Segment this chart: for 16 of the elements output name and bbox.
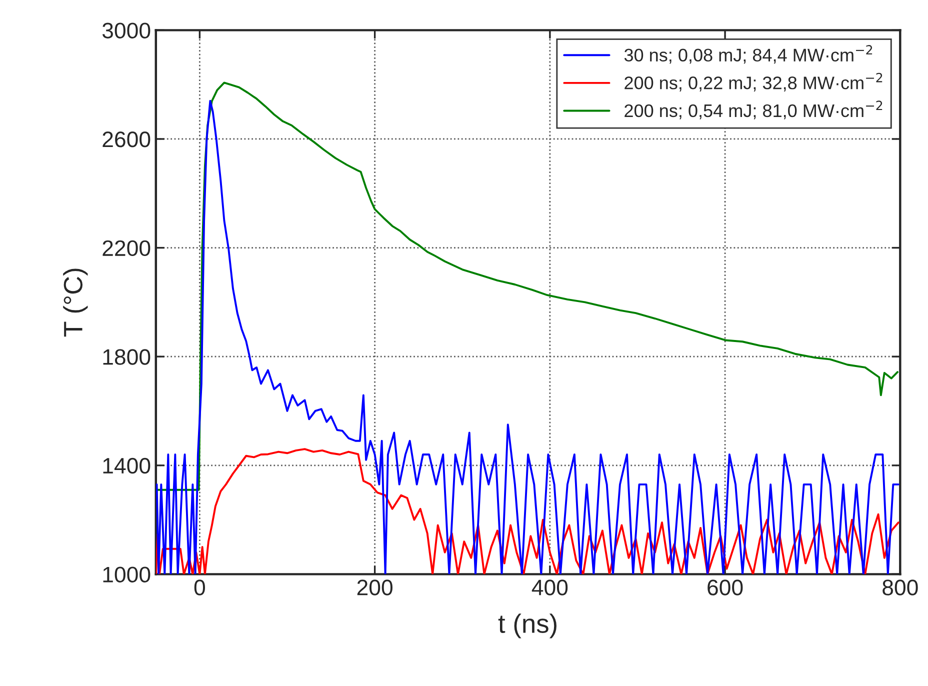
- y-tick-label: 1000: [103, 566, 150, 582]
- y-axis-title: T (°C): [63, 268, 88, 337]
- x-tick-label: 400: [532, 580, 568, 596]
- y-tick-label: 2600: [102, 132, 150, 148]
- x-tick-label: 0: [194, 580, 205, 596]
- y-tick-label: 1400: [103, 458, 150, 474]
- x-tick-label: 200: [357, 580, 392, 596]
- y-tick-label: 2200: [102, 240, 150, 256]
- legend-label: 200 ns; 0,54 mJ; 81,0 MW·cm$^{−2}$: [624, 100, 882, 120]
- legend-label: 200 ns; 0,22 mJ; 32,8 MW·cm$^{−2}$: [624, 72, 882, 92]
- x-tick-label: 800: [882, 580, 918, 596]
- legend-label: 30 ns; 0,08 mJ; 84,4 MW·cm$^{−2}$: [624, 45, 872, 64]
- y-tick-label: 1800: [103, 349, 150, 365]
- y-tick-label: 3000: [102, 22, 150, 38]
- x-axis-title: t (ns): [498, 614, 556, 638]
- x-tick-label: 600: [708, 580, 743, 596]
